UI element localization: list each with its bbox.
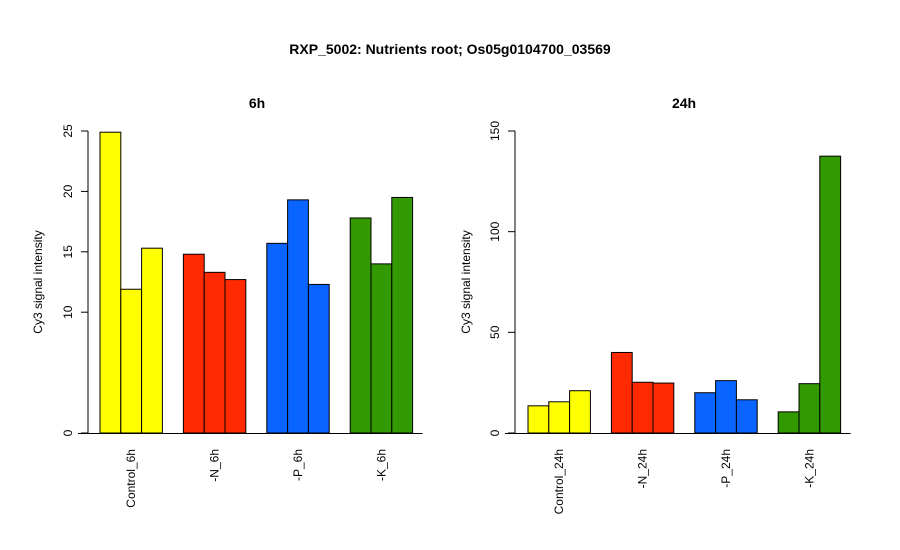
- bar--K_24h-3: [819, 155, 842, 434]
- bar--K_24h-1: [777, 411, 800, 434]
- chart-main-title: RXP_5002: Nutrients root; Os05g0104700_0…: [289, 41, 611, 57]
- y-tick-label-24h-0: 0: [488, 429, 502, 436]
- y-tick-label-24h-150: 150: [488, 121, 502, 141]
- bar--N_6h-2: [203, 271, 226, 434]
- y-tick-label-6h-20: 20: [61, 184, 75, 198]
- panel-24h: 24h Cy3 signal intensity 0 50 100 150 Contr…: [459, 95, 851, 514]
- x-tick-label-Control_6h: Control_6h: [124, 449, 138, 508]
- panel-title-6h: 6h: [249, 95, 265, 111]
- bar--K_6h-2: [370, 263, 393, 434]
- bar--K_6h-1: [349, 217, 372, 434]
- panel-title-24h: 24h: [672, 95, 696, 111]
- bar--N_6h-1: [182, 253, 205, 434]
- y-axis-24h: 0 50 100 150: [488, 121, 516, 436]
- y-tick-label-6h-0: 0: [61, 429, 75, 436]
- bars-6h: [78, 131, 423, 434]
- bar--P_24h-2: [715, 380, 737, 434]
- y-tick-label-24h-50: 50: [488, 325, 502, 339]
- bar--K_6h-3: [391, 196, 414, 434]
- y-tick-label-6h-15: 15: [61, 245, 75, 259]
- x-tick-label--P_6h: -P_6h: [291, 449, 305, 481]
- bar-Control_6h-3: [141, 247, 163, 434]
- y-tick-label-6h-25: 25: [61, 124, 75, 138]
- y-tick-label-24h-100: 100: [488, 221, 502, 241]
- y-axis-label-6h: Cy3 signal intensity: [31, 230, 45, 333]
- bar--P_24h-3: [735, 399, 758, 434]
- bar-Control_6h-1: [99, 131, 122, 434]
- panel-6h: 6h Cy3 signal intensity 0 10 15 20 25 Contro…: [31, 95, 423, 508]
- x-tick-label--K_6h: -K_6h: [374, 449, 388, 481]
- bar-Control_24h-3: [569, 390, 591, 434]
- bars-24h: [505, 155, 851, 434]
- x-tick-labels-6h: Control_6h -N_6h -P_6h -K_6h: [124, 449, 388, 508]
- x-tick-label--K_24h: -K_24h: [802, 449, 816, 488]
- bar--N_24h-3: [652, 382, 675, 434]
- bar-Control_24h-1: [527, 405, 550, 434]
- x-tick-label--N_6h: -N_6h: [208, 449, 222, 482]
- y-axis-label-24h: Cy3 signal intensity: [459, 230, 473, 333]
- bar--P_6h-3: [307, 283, 330, 434]
- bar--N_6h-3: [224, 279, 247, 434]
- bar-Control_24h-2: [548, 401, 571, 434]
- bar--N_24h-1: [610, 351, 633, 434]
- x-tick-labels-24h: Control_24h -N_24h -P_24h -K_24h: [552, 449, 816, 514]
- bar--P_24h-1: [694, 392, 717, 434]
- x-tick-label--N_24h: -N_24h: [636, 449, 650, 488]
- bar--K_24h-2: [798, 383, 821, 434]
- y-axis-6h: 0 10 15 20 25: [61, 124, 89, 436]
- bar--N_24h-2: [631, 381, 654, 434]
- bar-Control_6h-2: [120, 288, 143, 434]
- y-tick-label-6h-10: 10: [61, 305, 75, 319]
- x-tick-label-Control_24h: Control_24h: [552, 449, 566, 514]
- bar--P_6h-2: [287, 199, 309, 434]
- bar--P_6h-1: [266, 242, 289, 434]
- x-tick-label--P_24h: -P_24h: [719, 449, 733, 488]
